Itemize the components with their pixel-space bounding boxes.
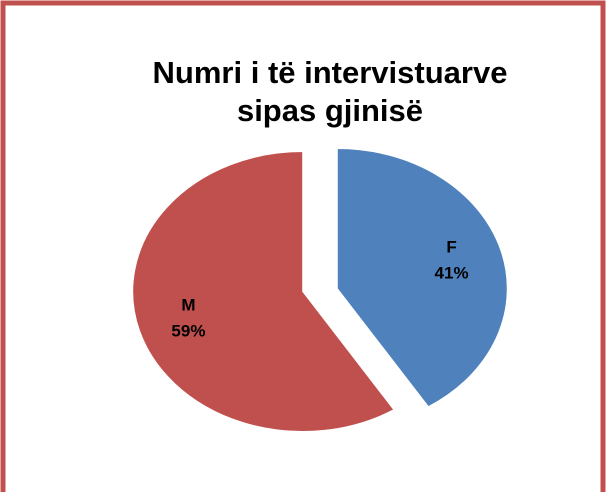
slice-category-label: M <box>181 295 195 314</box>
slice-value-label: 59% <box>171 321 205 340</box>
slice-value-label: 41% <box>435 264 469 283</box>
pie-slice <box>132 151 395 433</box>
chart-title: Numri i të intervistuarve <box>153 55 508 90</box>
pie-slice <box>336 147 508 408</box>
chart-title: sipas gjinisë <box>237 93 423 128</box>
slice-category-label: F <box>446 238 456 257</box>
